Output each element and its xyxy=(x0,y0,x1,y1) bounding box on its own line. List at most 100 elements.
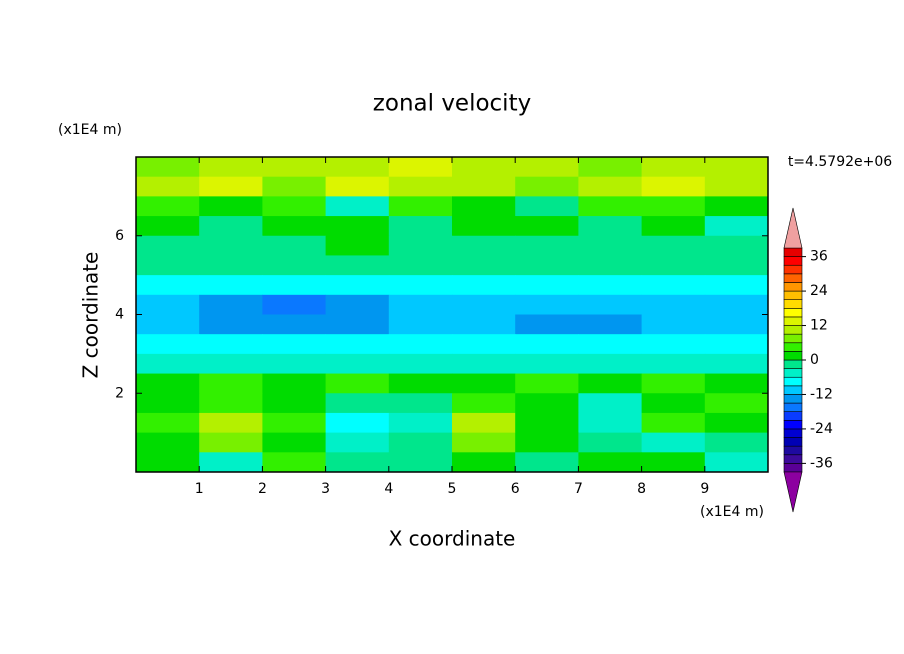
field-cell xyxy=(452,452,516,473)
field-cell xyxy=(199,314,263,335)
field-cell xyxy=(704,196,769,217)
field-cell xyxy=(388,176,453,197)
field-cell xyxy=(704,275,769,296)
x-tick-label: 5 xyxy=(448,481,457,497)
field-cell xyxy=(136,294,200,315)
field-cell xyxy=(262,196,327,217)
field-cell xyxy=(452,196,516,217)
field-cell xyxy=(199,275,263,296)
field-cell xyxy=(325,432,390,453)
field-cell xyxy=(325,157,390,178)
field-cell xyxy=(199,294,263,315)
field-cell xyxy=(515,353,579,375)
field-cell xyxy=(515,334,579,355)
field-cell xyxy=(515,373,579,394)
field-cell xyxy=(388,275,453,296)
field-cell xyxy=(262,314,327,335)
field-cell xyxy=(388,314,453,335)
field-cell xyxy=(578,216,643,237)
field-cell xyxy=(199,412,263,434)
field-cell xyxy=(199,196,263,217)
field-cell xyxy=(262,235,327,256)
colorbar-box xyxy=(783,247,803,257)
field-cell xyxy=(704,452,769,473)
field-cell xyxy=(388,255,453,276)
field-cell xyxy=(388,334,453,355)
field-cell xyxy=(515,412,579,434)
field-cell xyxy=(641,196,706,217)
field-cell xyxy=(136,412,200,434)
field-cell xyxy=(578,255,643,276)
field-cell xyxy=(136,334,200,355)
x-tick-label: 1 xyxy=(195,481,204,497)
chart-title: zonal velocity xyxy=(373,91,531,117)
field-cell xyxy=(704,314,769,335)
field-cell xyxy=(388,353,453,375)
field-cell xyxy=(199,452,263,473)
x-tick-label: 8 xyxy=(637,481,646,497)
y-unit: (x1E4 m) xyxy=(58,122,122,138)
field-cell xyxy=(136,235,200,256)
field-cell xyxy=(262,176,327,197)
field-cell xyxy=(388,294,453,315)
colorbar-box xyxy=(783,394,803,404)
field-cell xyxy=(136,255,200,276)
field-cell xyxy=(578,373,643,394)
x-axis-label: X coordinate xyxy=(389,527,516,551)
field-cell xyxy=(136,157,200,178)
field-cell xyxy=(452,412,516,434)
field-cell xyxy=(199,432,263,453)
field-cell xyxy=(452,235,516,256)
field-cell xyxy=(515,235,579,256)
field-cell xyxy=(641,353,706,375)
field-cell xyxy=(515,176,579,197)
field-cell xyxy=(388,235,453,256)
colorbar-box xyxy=(783,325,803,335)
field-cell xyxy=(136,373,200,394)
field-cell xyxy=(641,157,706,178)
colorbar-box xyxy=(783,368,803,378)
y-tick-label: 4 xyxy=(115,307,124,323)
colorbar-box xyxy=(783,420,803,430)
field-cell xyxy=(262,255,327,276)
field-cell xyxy=(641,275,706,296)
field-cell xyxy=(262,275,327,296)
field-cell xyxy=(578,334,643,355)
field-cell xyxy=(515,216,579,237)
field-cell xyxy=(199,353,263,375)
field-cell xyxy=(641,255,706,276)
field-cell xyxy=(578,235,643,256)
field-cell xyxy=(325,452,390,473)
field-cell xyxy=(515,314,579,335)
field-cell xyxy=(452,334,516,355)
field-cell xyxy=(704,216,769,237)
x-tick-label: 4 xyxy=(384,481,393,497)
colorbar-tick-label: -24 xyxy=(810,421,833,437)
field-cell xyxy=(262,353,327,375)
field-cell xyxy=(452,255,516,276)
field-cell xyxy=(578,294,643,315)
field-cell xyxy=(199,176,263,197)
field-cell xyxy=(262,157,327,178)
field-cell xyxy=(388,373,453,394)
field-cell xyxy=(515,157,579,178)
colorbar-box xyxy=(783,351,803,361)
field-cell xyxy=(388,452,453,473)
field-cell xyxy=(325,255,390,276)
field-cell xyxy=(641,393,706,414)
field-cell xyxy=(136,196,200,217)
field-cell xyxy=(641,176,706,197)
x-unit: (x1E4 m) xyxy=(700,504,764,520)
field-cell xyxy=(325,275,390,296)
field-cell xyxy=(325,176,390,197)
field-cell xyxy=(325,373,390,394)
field-cell xyxy=(136,275,200,296)
field-cell xyxy=(641,373,706,394)
field-cell xyxy=(325,216,390,237)
colorbar-box xyxy=(783,282,803,292)
field-cell xyxy=(325,353,390,375)
field-cell xyxy=(199,373,263,394)
field-cell xyxy=(578,196,643,217)
